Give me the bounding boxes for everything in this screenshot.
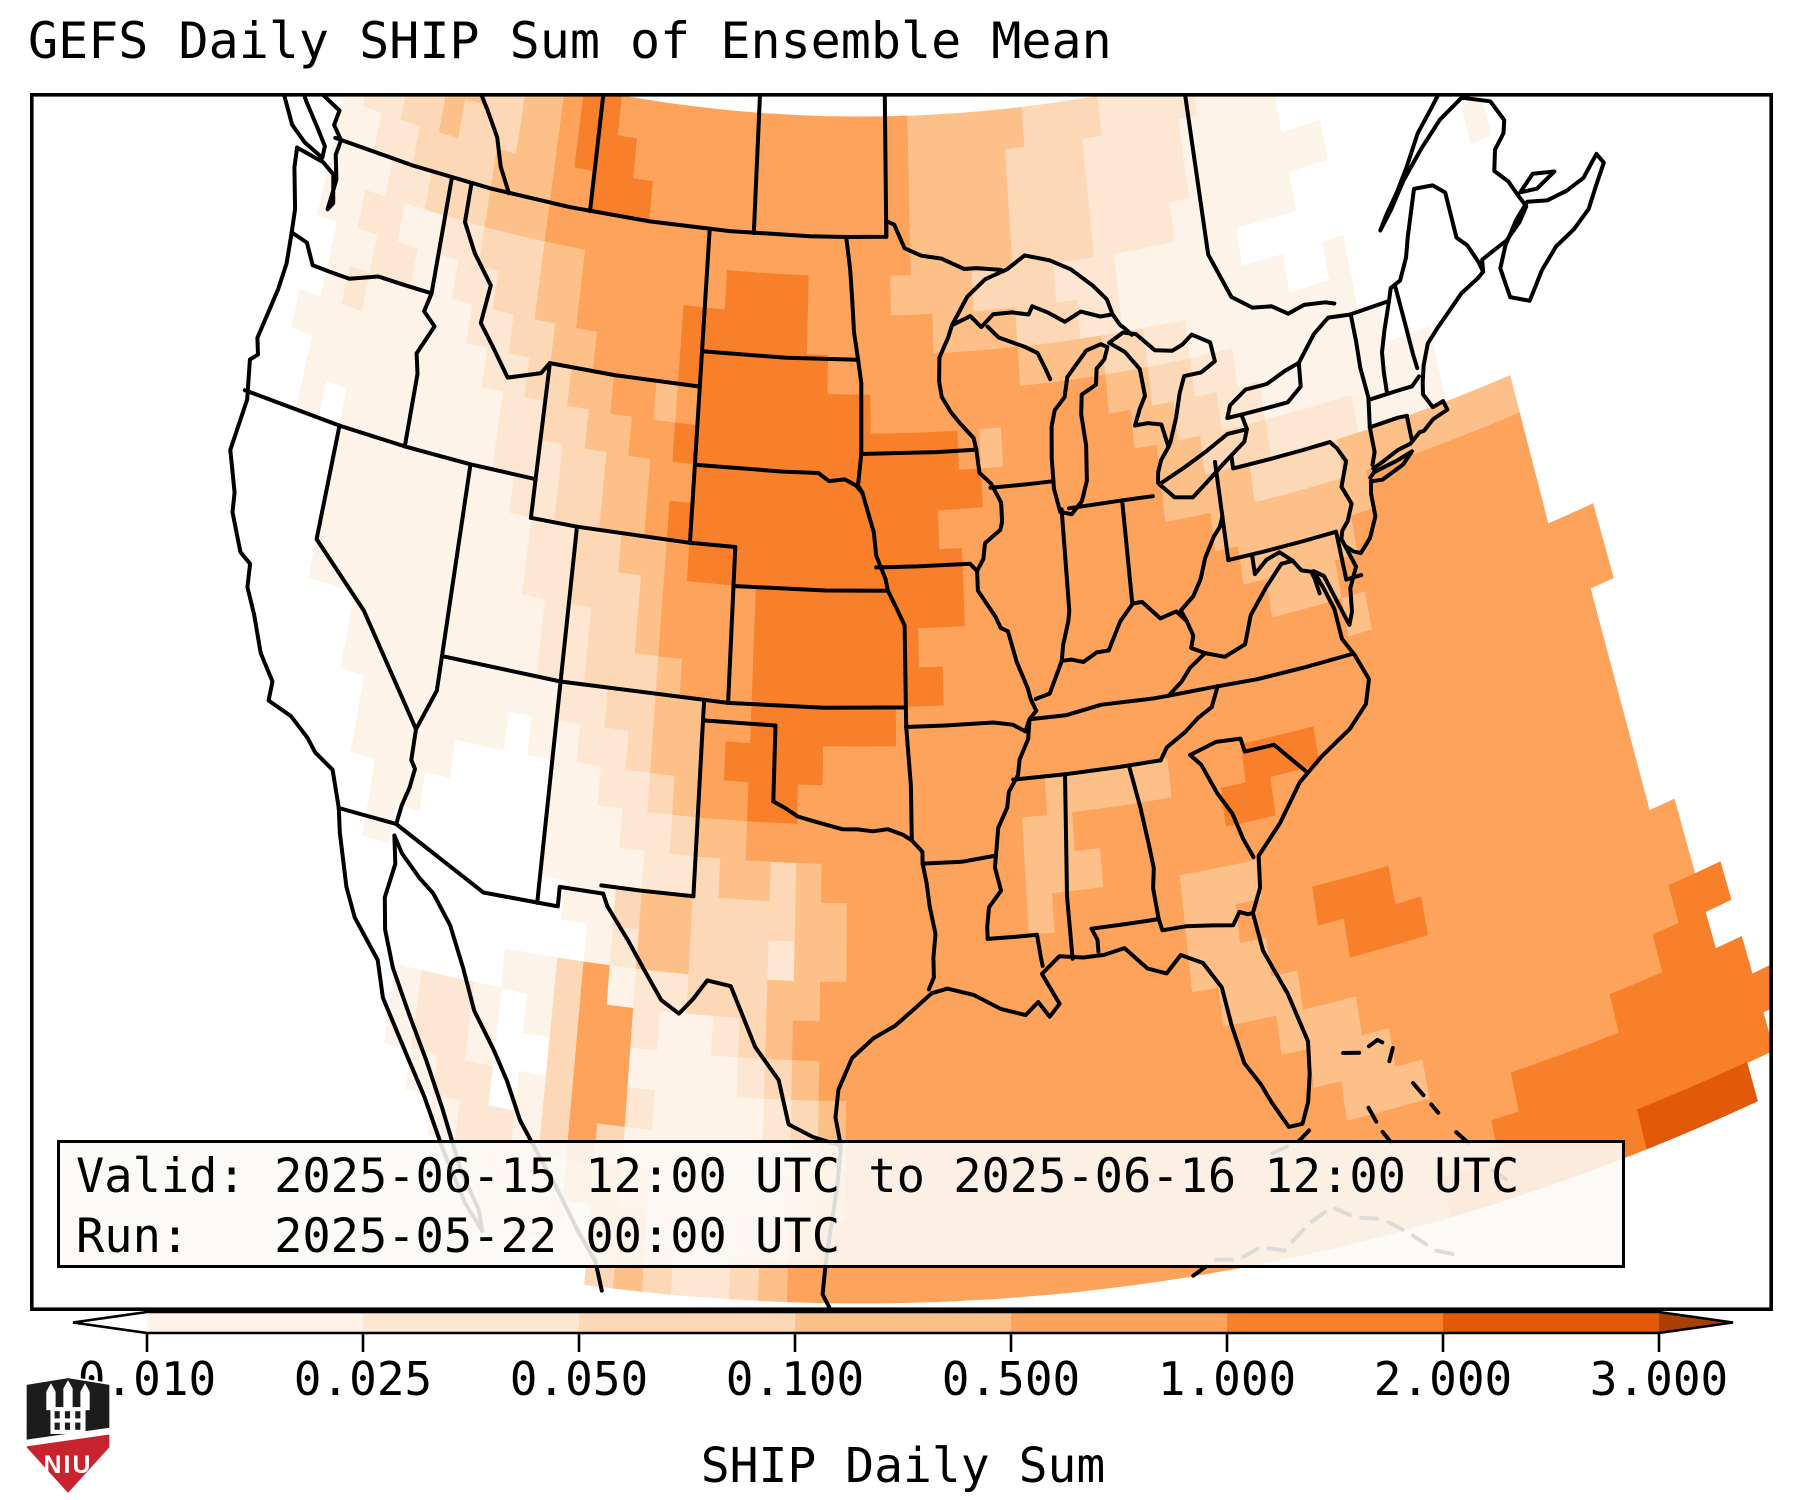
colorbar-segment [363, 1312, 580, 1333]
colorbar-tick-label: 2.000 [1374, 1352, 1512, 1406]
valid-run-box: Valid: 2025-06-15 12:00 UTC to 2025-06-1… [57, 1140, 1625, 1268]
colorbar: 0.010 0.025 0.050 0.100 0.500 1.000 2.000 3.000 [72, 1310, 1734, 1406]
colorbar-segment [579, 1312, 796, 1333]
map-frame [30, 93, 1773, 1311]
logo-shield-red [26, 1434, 110, 1493]
colorbar-under-arrow [73, 1312, 147, 1333]
colorbar-segment [147, 1312, 364, 1333]
colorbar-segment [1443, 1312, 1660, 1333]
colorbar-tick-label: 0.025 [294, 1352, 432, 1406]
map-panel [30, 93, 1773, 1311]
colorbar-segment [795, 1312, 1012, 1333]
niu-logo: NIU [24, 1376, 112, 1496]
logo-text: NIU [44, 1452, 93, 1479]
map-content [30, 93, 1773, 1311]
colorbar-segment [1011, 1312, 1228, 1333]
colorbar-tick-label: 1.000 [1158, 1352, 1296, 1406]
colorbar-tick-label: 3.000 [1590, 1352, 1728, 1406]
valid-line: Valid: 2025-06-15 12:00 UTC to 2025-06-1… [76, 1149, 1520, 1204]
colorbar-segment [1227, 1312, 1444, 1333]
colorbar-over-arrow [1659, 1312, 1733, 1333]
colorbar-tick-label: 0.100 [726, 1352, 864, 1406]
run-line: Run: 2025-05-22 00:00 UTC [76, 1209, 841, 1264]
colorbar-label: SHIP Daily Sum [700, 1438, 1106, 1494]
colorbar-tick-label: 0.050 [510, 1352, 648, 1406]
chart-title: GEFS Daily SHIP Sum of Ensemble Mean [28, 12, 1112, 70]
colorbar-tick-label: 0.500 [942, 1352, 1080, 1406]
logo-castle-windows [54, 1411, 81, 1430]
border-coastline-layer [228, 93, 1606, 1311]
